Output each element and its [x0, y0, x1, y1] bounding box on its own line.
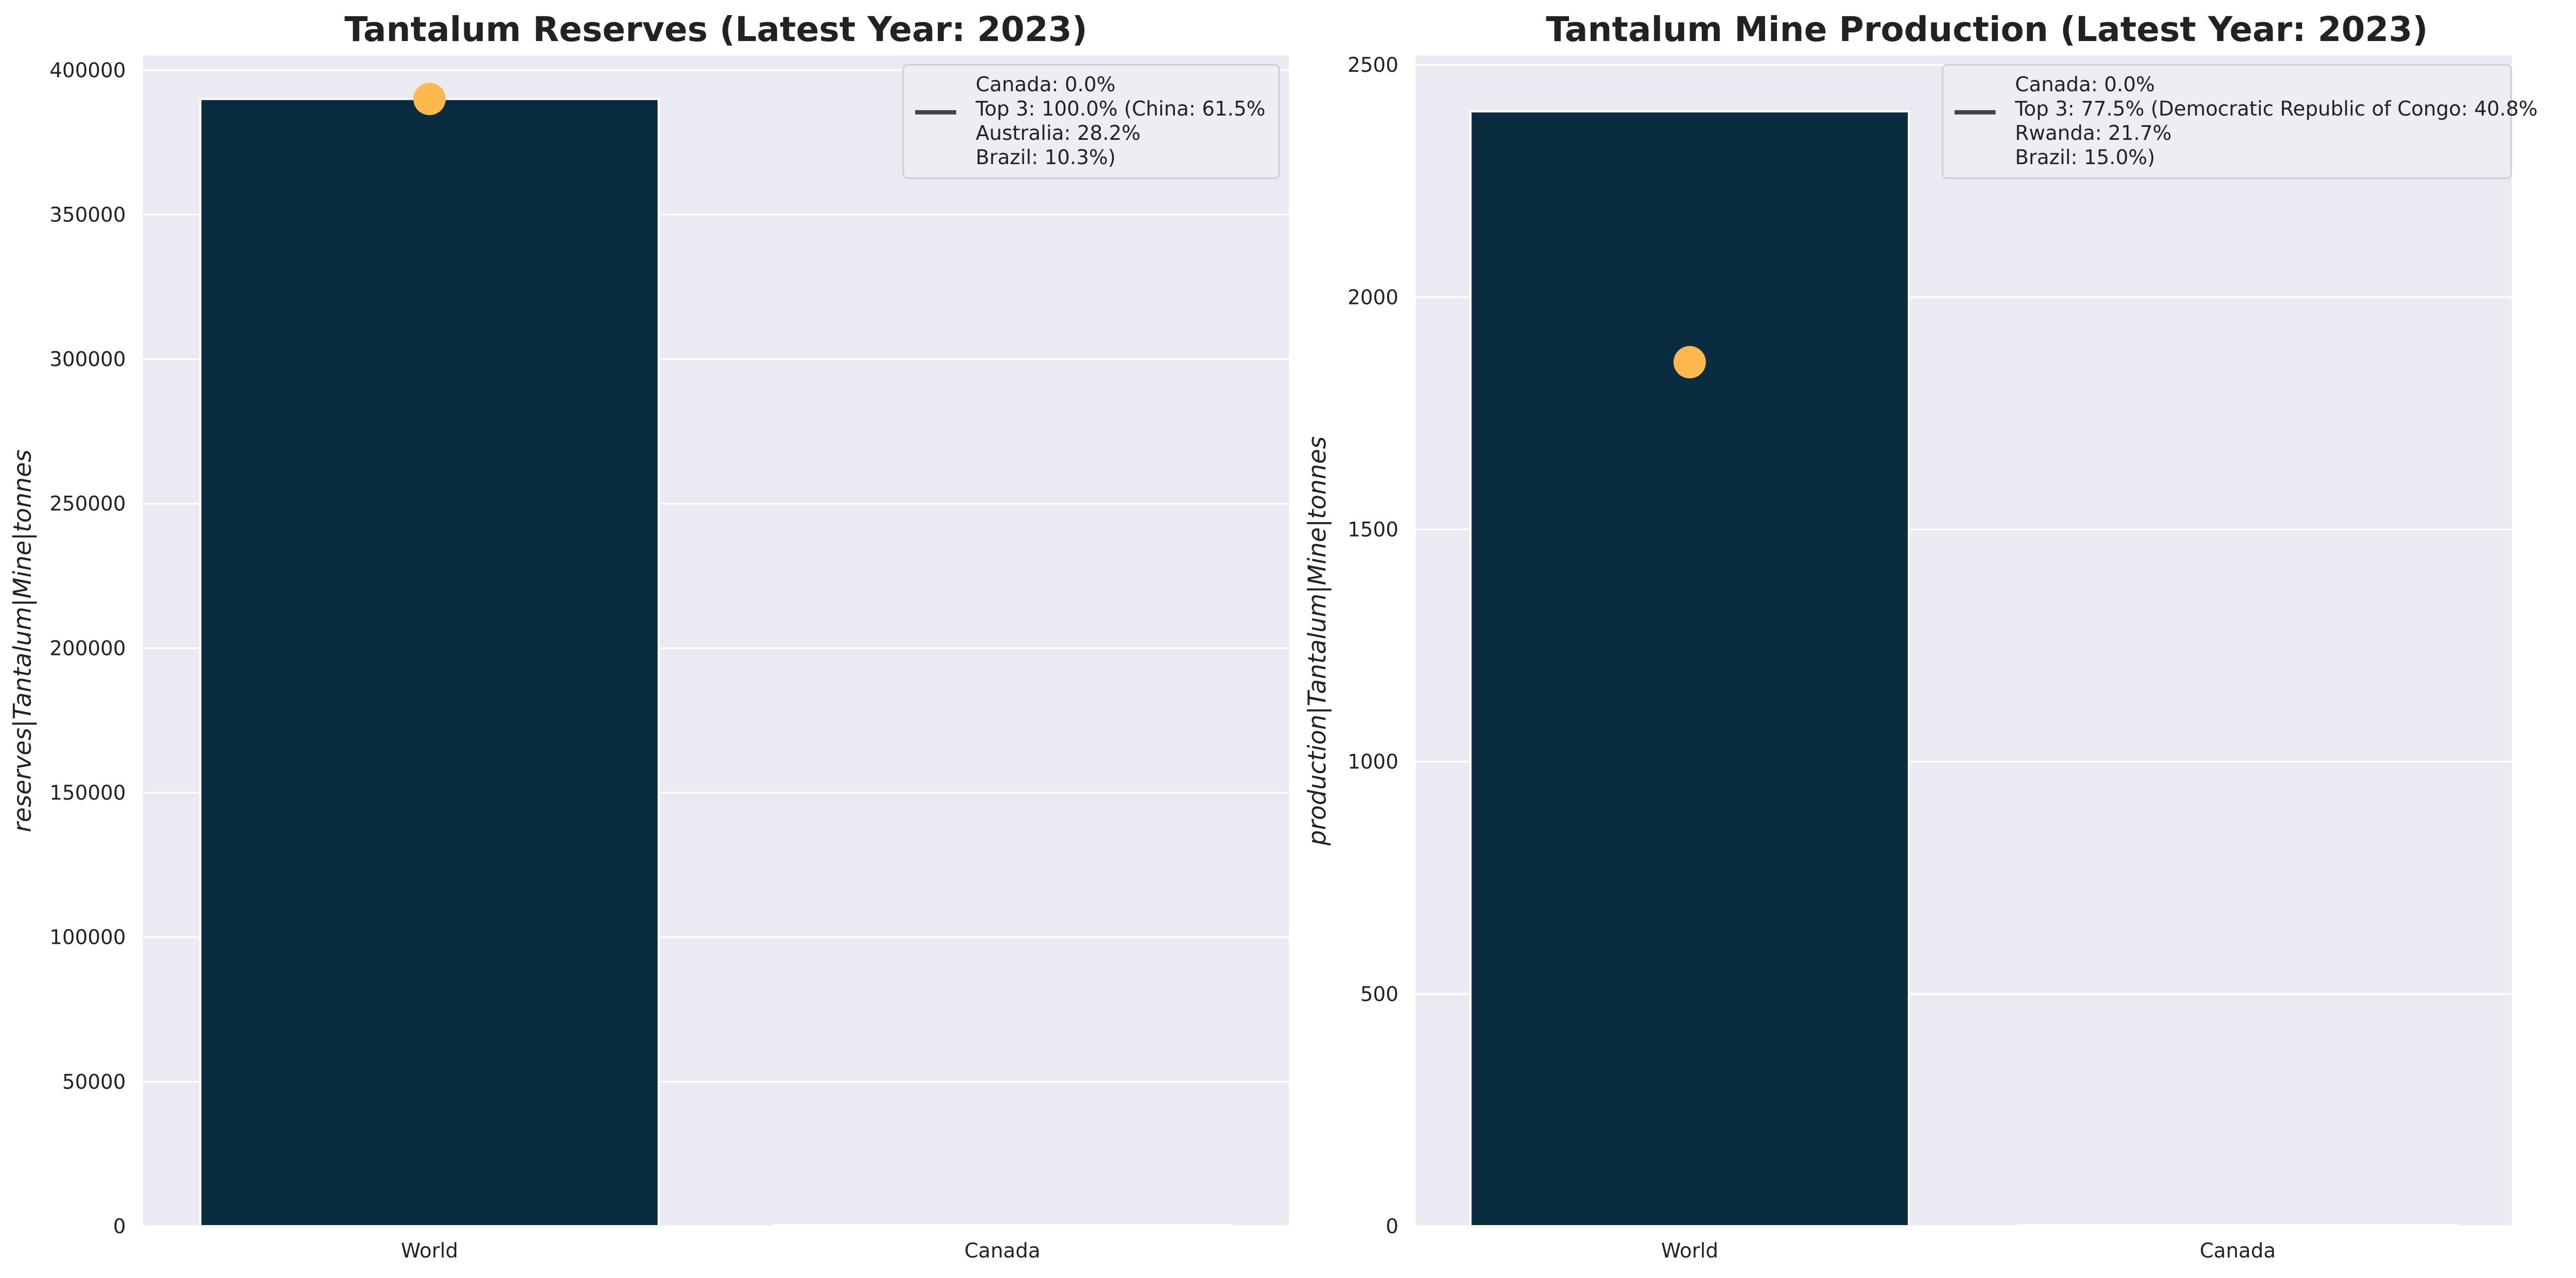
y-tick-label: 1000: [1348, 750, 1398, 774]
chart-panel-2: 0 500 1000 1500 2000 2500 World Canada Tantalum …: [1303, 10, 2538, 1262]
chart-title: Tantalum Mine Production (Latest Year: 2…: [1546, 10, 2428, 49]
y-axis-label: reserves|Tantalum|Mine|tonnes: [8, 450, 37, 833]
y-tick-label: 350000: [50, 203, 126, 226]
legend-text-line: Brazil: 10.3%): [976, 146, 1115, 169]
marker-point: [1673, 346, 1706, 378]
y-tick-label: 50000: [62, 1070, 126, 1093]
y-tick-label: 500: [1360, 983, 1398, 1006]
x-tick-label: Canada: [964, 1239, 1040, 1262]
x-tick-label: World: [1661, 1239, 1718, 1262]
legend-text-line: Top 3: 100.0% (China: 61.5%: [975, 97, 1266, 120]
legend: Canada: 0.0%Top 3: 77.5% (Democratic Rep…: [1942, 64, 2538, 179]
legend-text-line: Rwanda: 21.7%: [2015, 121, 2172, 145]
y-axis-label: production|Tantalum|Mine|tonnes: [1303, 436, 1331, 846]
y-tick-label: 1500: [1348, 518, 1398, 542]
chart-title: Tantalum Reserves (Latest Year: 2023): [344, 10, 1087, 49]
legend: Canada: 0.0%Top 3: 100.0% (China: 61.5%A…: [902, 64, 1280, 179]
y-tick-label: 250000: [50, 492, 126, 516]
y-tick-label: 0: [1385, 1215, 1398, 1238]
legend-box: [902, 64, 1280, 179]
legend-text-line: Brazil: 15.0%): [2015, 146, 2155, 169]
y-tick-label: 150000: [50, 781, 126, 804]
legend-box: [1942, 64, 2512, 179]
bar-canada: [772, 1224, 1233, 1227]
bar-canada: [2017, 1224, 2458, 1227]
x-tick-label: Canada: [2200, 1239, 2276, 1262]
y-tick-label: 0: [113, 1215, 126, 1238]
y-tick-label: 400000: [50, 59, 126, 82]
legend-text-line: Top 3: 77.5% (Democratic Republic of Con…: [2014, 97, 2538, 120]
legend-text-line: Canada: 0.0%: [2015, 73, 2155, 96]
chart-panel-1: 0 50000 100000 150000 200000 250000 300000 3500…: [8, 10, 1289, 1262]
y-tick-label: 2500: [1348, 53, 1398, 77]
y-tick-label: 200000: [50, 637, 126, 660]
marker-point: [413, 83, 446, 116]
legend-text-line: Canada: 0.0%: [976, 73, 1115, 96]
legend-text-line: Australia: 28.2%: [976, 121, 1140, 145]
x-tick-label: World: [401, 1239, 458, 1262]
y-tick-label: 300000: [50, 348, 126, 371]
y-tick-label: 2000: [1348, 286, 1398, 309]
bar-world: [199, 98, 660, 1227]
y-tick-label: 100000: [50, 926, 126, 949]
bar-world: [1469, 110, 1910, 1228]
